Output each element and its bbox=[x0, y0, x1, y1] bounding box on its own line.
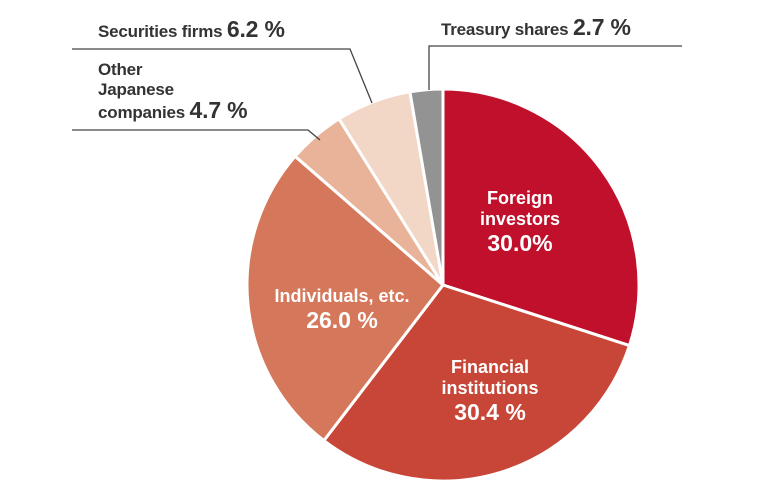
leader-lines bbox=[72, 45, 682, 141]
pie-slice-treasury-shares bbox=[408, 87, 445, 287]
label-other-line2: Japanese bbox=[98, 80, 174, 99]
label-financial-line1: Financial bbox=[450, 357, 530, 377]
label-individuals-value: 26.0 % bbox=[306, 307, 378, 333]
leader-line-other-japanese bbox=[72, 129, 321, 141]
label-financial-value: 30.4 % bbox=[454, 399, 526, 425]
pie-slice-foreign-investors bbox=[441, 87, 641, 348]
label-treasury-shares: Treasury shares 2.7 % bbox=[441, 14, 631, 40]
label-other-japanese-companies: Other Japanese companies 4.7 % bbox=[98, 60, 248, 123]
label-securities-value: 6.2 % bbox=[226, 16, 285, 42]
label-financial-institutions: Financial institutions 30.4 % bbox=[420, 357, 560, 425]
label-securities-name: Securities firms bbox=[98, 22, 223, 41]
label-foreign-value: 30.0% bbox=[487, 230, 553, 256]
pie-slice-individuals-etc bbox=[245, 154, 445, 443]
label-other-line3: companies bbox=[98, 103, 186, 122]
label-treasury-value: 2.7 % bbox=[572, 14, 631, 40]
label-other-value: 4.7 % bbox=[189, 97, 248, 123]
label-individuals-line1: Individuals, etc. bbox=[274, 286, 410, 306]
pie-slice-financial-institutions bbox=[322, 283, 631, 483]
label-foreign-investors: Foreign investors 30.0% bbox=[466, 188, 574, 256]
label-securities-firms: Securities firms 6.2 % bbox=[98, 16, 285, 42]
leader-line-securities bbox=[72, 48, 373, 104]
label-other-line1: Other bbox=[98, 60, 143, 79]
pie-slices bbox=[245, 87, 641, 483]
label-foreign-line2: investors bbox=[479, 209, 561, 229]
label-individuals: Individuals, etc. 26.0 % bbox=[262, 286, 422, 333]
label-financial-line2: institutions bbox=[441, 378, 539, 398]
label-treasury-name: Treasury shares bbox=[441, 20, 569, 39]
leader-line-treasury bbox=[428, 45, 682, 90]
label-foreign-line1: Foreign bbox=[487, 188, 553, 208]
